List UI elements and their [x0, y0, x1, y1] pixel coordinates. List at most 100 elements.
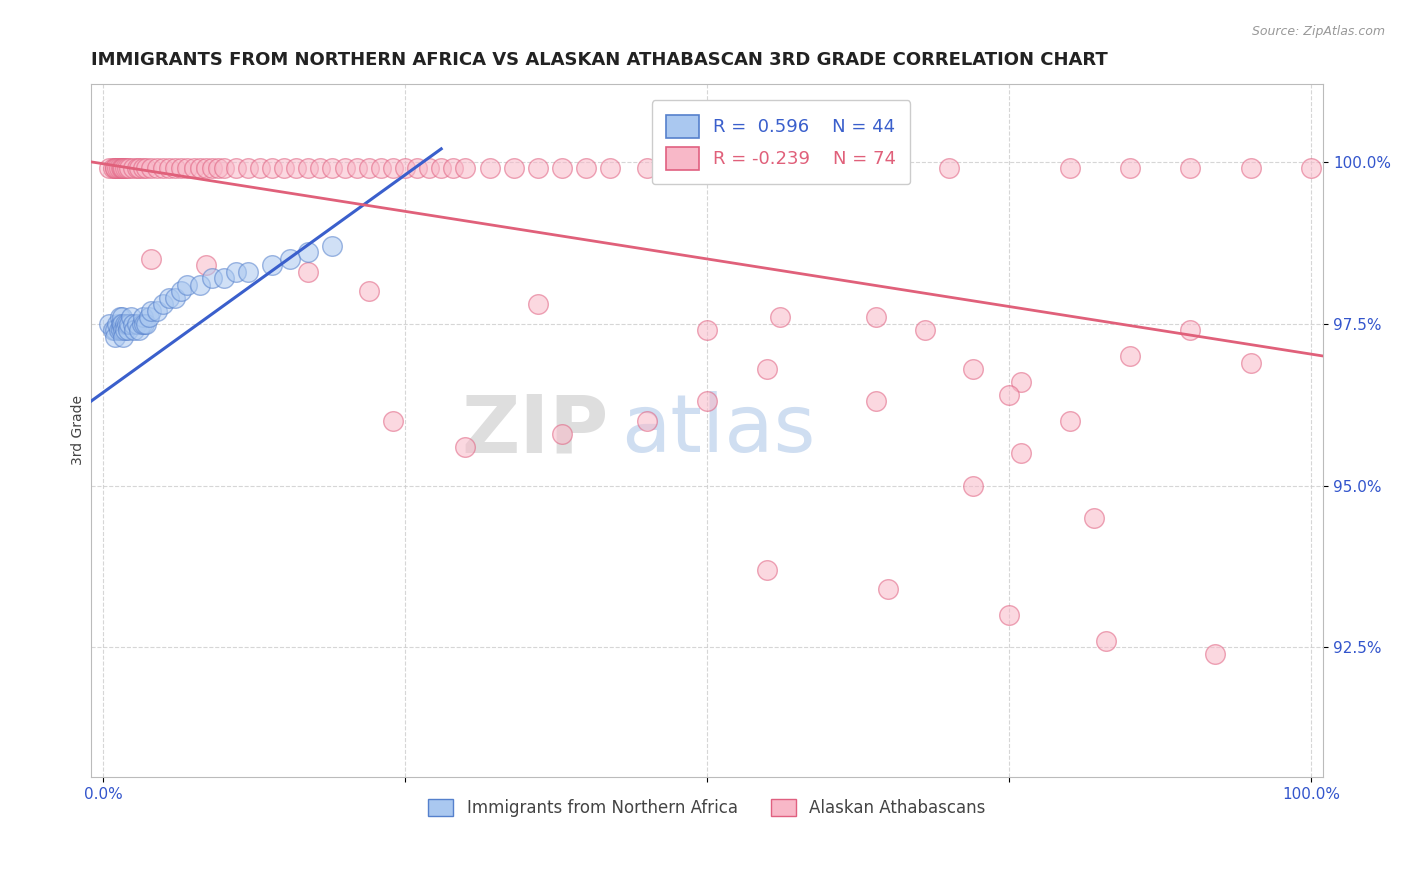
Point [756, 563, 779, 577]
Point [696, 161, 718, 176]
Point [1094, 634, 1116, 648]
Text: IMMIGRANTS FROM NORTHERN AFRICA VS ALASKAN ATHABASCAN 3RD GRADE CORRELATION CHAR: IMMIGRANTS FROM NORTHERN AFRICA VS ALASK… [91, 51, 1108, 69]
Point [104, 161, 127, 176]
Point [333, 161, 356, 176]
Point [768, 310, 790, 325]
Point [346, 161, 368, 176]
Point [756, 362, 779, 376]
Point [115, 317, 138, 331]
Point [865, 310, 887, 325]
Point [998, 607, 1021, 622]
Point [176, 277, 198, 292]
Point [135, 161, 157, 176]
Point [309, 161, 332, 176]
Point [212, 271, 235, 285]
Point [998, 388, 1021, 402]
Point [115, 161, 138, 176]
Point [114, 317, 136, 331]
Point [118, 161, 141, 176]
Point [128, 323, 150, 337]
Point [122, 161, 145, 176]
Point [527, 161, 550, 176]
Point [454, 440, 477, 454]
Point [188, 277, 211, 292]
Point [1059, 161, 1081, 176]
Point [101, 323, 124, 337]
Point [157, 161, 180, 176]
Point [696, 394, 718, 409]
Point [201, 161, 224, 176]
Point [107, 323, 129, 337]
Point [1240, 161, 1263, 176]
Point [1180, 161, 1202, 176]
Point [146, 303, 169, 318]
Point [188, 161, 211, 176]
Point [152, 161, 174, 176]
Point [124, 323, 146, 337]
Point [418, 161, 440, 176]
Point [877, 582, 900, 596]
Point [207, 161, 229, 176]
Point [135, 317, 157, 331]
Point [260, 259, 283, 273]
Point [1119, 349, 1142, 363]
Point [406, 161, 429, 176]
Point [551, 426, 574, 441]
Point [1059, 414, 1081, 428]
Point [138, 310, 160, 325]
Point [938, 161, 960, 176]
Point [599, 161, 621, 176]
Point [97, 161, 120, 176]
Point [170, 285, 193, 299]
Point [157, 291, 180, 305]
Point [273, 161, 295, 176]
Point [107, 161, 129, 176]
Point [141, 252, 163, 266]
Point [478, 161, 501, 176]
Point [454, 161, 477, 176]
Point [962, 478, 984, 492]
Y-axis label: 3rd Grade: 3rd Grade [72, 395, 86, 466]
Point [1119, 161, 1142, 176]
Point [110, 317, 132, 331]
Point [97, 317, 120, 331]
Point [110, 323, 132, 337]
Point [225, 161, 247, 176]
Point [394, 161, 416, 176]
Point [120, 310, 142, 325]
Point [1204, 647, 1226, 661]
Point [278, 252, 301, 266]
Point [1083, 511, 1105, 525]
Point [110, 161, 132, 176]
Point [108, 310, 131, 325]
Point [146, 161, 169, 176]
Point [141, 161, 163, 176]
Point [962, 362, 984, 376]
Text: Source: ZipAtlas.com: Source: ZipAtlas.com [1251, 25, 1385, 38]
Point [111, 317, 134, 331]
Point [118, 317, 141, 331]
Point [165, 161, 187, 176]
Point [201, 271, 224, 285]
Point [132, 310, 155, 325]
Point [249, 161, 271, 176]
Point [104, 323, 127, 337]
Point [877, 161, 900, 176]
Point [370, 161, 392, 176]
Point [357, 285, 380, 299]
Point [212, 161, 235, 176]
Point [125, 317, 148, 331]
Point [128, 161, 150, 176]
Point [696, 323, 718, 337]
Point [321, 239, 343, 253]
Point [152, 297, 174, 311]
Point [636, 161, 658, 176]
Point [122, 317, 145, 331]
Point [101, 161, 124, 176]
Point [865, 394, 887, 409]
Text: ZIP: ZIP [461, 392, 609, 469]
Point [104, 329, 127, 343]
Point [165, 291, 187, 305]
Point [1010, 375, 1032, 389]
Point [756, 161, 779, 176]
